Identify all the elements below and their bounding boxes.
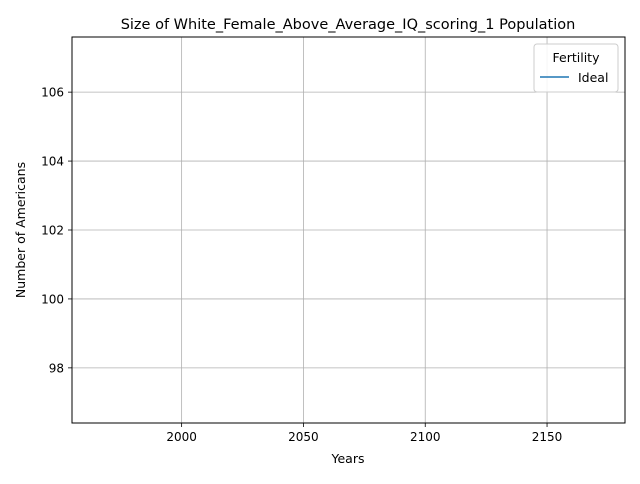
chart-title: Size of White_Female_Above_Average_IQ_sc… [121,17,576,33]
legend-box [533,43,619,93]
y-tick-label: 106 [41,86,64,100]
x-tick-label: 2000 [166,430,197,444]
y-axis-label: Number of Americans [13,162,28,298]
legend-title: Fertility [553,50,601,65]
x-tick-label: 2100 [410,430,441,444]
x-axis-label: Years [331,451,365,466]
legend-item-ideal: Ideal [578,70,608,85]
x-axis-ticks: 2000 2050 2100 2150 [166,423,562,444]
y-tick-label: 98 [49,361,64,375]
grid-lines [72,37,625,423]
y-tick-label: 100 [41,292,64,306]
x-tick-label: 2150 [532,430,563,444]
legend: Fertility Ideal [533,43,619,93]
y-tick-label: 102 [41,224,64,238]
y-axis-ticks: 98 100 102 104 106 [41,86,72,375]
x-tick-label: 2050 [288,430,319,444]
y-tick-label: 104 [41,155,64,169]
